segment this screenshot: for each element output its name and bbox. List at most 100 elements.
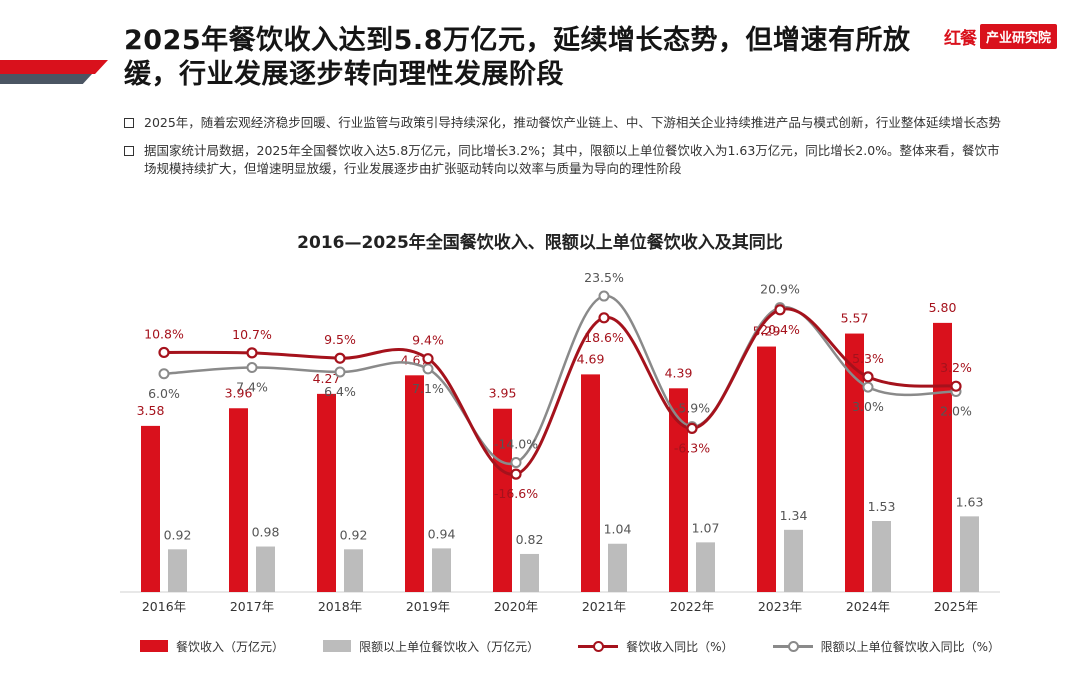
legend-label: 餐饮收入（万亿元） <box>176 639 285 654</box>
bar-revenue <box>845 333 864 592</box>
bullet-item: 2025年，随着宏观经济稳步回暖、行业监管与政策引导持续深化，推动餐饮产业链上、… <box>124 114 1004 132</box>
bullet-square-icon <box>124 118 134 128</box>
label-revenue-yoy: 3.2% <box>940 360 972 375</box>
bar-limit-label: 1.04 <box>604 522 632 537</box>
label-revenue-yoy: 18.6% <box>584 330 624 345</box>
label-limit-yoy: 23.5% <box>584 270 624 285</box>
point-revenue-yoy <box>950 380 962 392</box>
bar-revenue <box>757 346 776 592</box>
bar-revenue-label: 5.57 <box>841 311 869 326</box>
point-revenue-yoy <box>774 304 786 316</box>
bar-revenue-label: 3.58 <box>137 403 165 418</box>
point-revenue-yoy <box>334 352 346 364</box>
header-accent-bar <box>0 60 108 86</box>
chart-title: 2016—2025年全国餐饮收入、限额以上单位餐饮收入及其同比 <box>297 233 783 253</box>
bar-revenue <box>317 393 336 592</box>
legend-item-limit-yoy: 限额以上单位餐饮收入同比（%） <box>772 638 1000 655</box>
point-limit-yoy <box>862 381 874 393</box>
bar-limit-revenue <box>784 529 803 592</box>
bar-limit-revenue <box>168 549 187 592</box>
bar-limit-label: 1.53 <box>868 499 896 514</box>
x-tick-label: 2016年 <box>142 599 186 614</box>
label-limit-yoy: 20.9% <box>760 282 800 297</box>
label-limit-yoy: 7.1% <box>412 381 444 396</box>
label-revenue-yoy: 10.8% <box>144 326 184 341</box>
x-tick-label: 2019年 <box>406 599 450 614</box>
bar-revenue <box>933 322 952 592</box>
legend-swatch-red-bar <box>140 640 168 652</box>
bar-limit-revenue <box>960 516 979 592</box>
label-limit-yoy: 7.4% <box>236 380 268 395</box>
chart-legend: 餐饮收入（万亿元） 限额以上单位餐饮收入（万亿元） 餐饮收入同比（%） 限额以上… <box>140 636 1000 656</box>
bar-limit-revenue <box>432 548 451 592</box>
bar-revenue <box>669 388 688 592</box>
label-limit-yoy: 6.0% <box>148 386 180 401</box>
bar-revenue <box>229 408 248 592</box>
bar-revenue <box>581 374 600 592</box>
bar-limit-label: 0.94 <box>428 526 456 541</box>
x-tick-label: 2018年 <box>318 599 362 614</box>
bar-revenue <box>141 425 160 592</box>
point-limit-yoy <box>246 362 258 374</box>
label-revenue-yoy: 10.7% <box>232 327 272 342</box>
label-limit-yoy: 3.0% <box>852 399 884 414</box>
bullet-text: 2025年，随着宏观经济稳步回暖、行业监管与政策引导持续深化，推动餐饮产业链上、… <box>144 115 1001 130</box>
summary-bullets: 2025年，随着宏观经济稳步回暖、行业监管与政策引导持续深化，推动餐饮产业链上、… <box>124 114 1004 188</box>
point-limit-yoy <box>598 290 610 302</box>
x-tick-label: 2017年 <box>230 599 274 614</box>
label-revenue-yoy: 9.4% <box>412 333 444 348</box>
point-revenue-yoy <box>422 353 434 365</box>
bar-revenue-label: 3.96 <box>225 385 253 400</box>
bar-limit-label: 1.34 <box>780 508 808 523</box>
legend-swatch-gray-bar <box>323 640 352 652</box>
page-title: 2025年餐饮收入达到5.8万亿元，延续增长态势，但增速有所放缓，行业发展逐步转… <box>124 25 911 90</box>
bar-limit-label: 0.92 <box>164 527 192 542</box>
x-tick-label: 2022年 <box>670 599 714 614</box>
label-revenue-yoy: -16.6% <box>494 486 538 501</box>
bar-revenue <box>405 375 424 592</box>
point-limit-yoy <box>422 363 434 375</box>
bar-limit-revenue <box>872 521 891 592</box>
bar-revenue-label: 5.80 <box>929 300 957 315</box>
point-revenue-yoy <box>158 346 170 359</box>
point-revenue-yoy <box>686 422 698 434</box>
legend-label: 餐饮收入同比（%） <box>626 639 734 654</box>
bar-limit-label: 1.07 <box>692 520 720 535</box>
bar-limit-label: 0.92 <box>340 527 368 542</box>
bullet-text: 据国家统计局数据，2025年全国餐饮收入达5.8万亿元，同比增长3.2%；其中，… <box>144 143 1000 176</box>
point-limit-yoy <box>334 366 346 378</box>
line-limit-yoy <box>163 294 957 466</box>
x-tick-label: 2024年 <box>846 599 890 614</box>
bar-limit-revenue <box>256 546 275 592</box>
legend-label: 限额以上单位餐饮收入同比（%） <box>820 639 1000 654</box>
bar-revenue-label: 4.39 <box>665 365 693 380</box>
brand-logo: 红餐 产业研究院 <box>944 22 1058 50</box>
bar-limit-revenue <box>696 542 715 592</box>
bar-revenue-label: 3.95 <box>489 386 517 401</box>
bullet-item: 据国家统计局数据，2025年全国餐饮收入达5.8万亿元，同比增长3.2%；其中，… <box>124 142 1004 178</box>
point-revenue-yoy <box>598 312 610 324</box>
point-revenue-yoy <box>510 468 522 480</box>
bar-limit-label: 0.98 <box>252 525 280 540</box>
legend-swatch-red-line <box>578 640 619 652</box>
line-revenue-yoy <box>163 307 957 476</box>
x-tick-label: 2025年 <box>934 599 978 614</box>
label-revenue-yoy: 5.3% <box>852 351 884 366</box>
bar-revenue <box>493 408 512 592</box>
label-revenue-yoy: -6.3% <box>674 440 710 455</box>
bar-limit-revenue <box>344 549 363 592</box>
point-revenue-yoy <box>862 371 874 383</box>
bar-limit-label: 1.63 <box>956 494 984 509</box>
label-limit-yoy: 6.4% <box>324 384 356 399</box>
bullet-square-icon <box>124 146 134 156</box>
label-limit-yoy: 2.0% <box>940 404 972 419</box>
x-tick-label: 2020年 <box>494 599 538 614</box>
x-tick-label: 2021年 <box>582 599 626 614</box>
label-revenue-yoy: 9.5% <box>324 332 356 347</box>
legend-item-limit-revenue: 限额以上单位餐饮收入（万亿元） <box>323 638 539 655</box>
label-limit-yoy: -5.9% <box>674 401 710 416</box>
legend-item-revenue: 餐饮收入（万亿元） <box>140 638 284 655</box>
point-revenue-yoy <box>246 347 258 359</box>
bar-limit-revenue <box>608 543 627 592</box>
